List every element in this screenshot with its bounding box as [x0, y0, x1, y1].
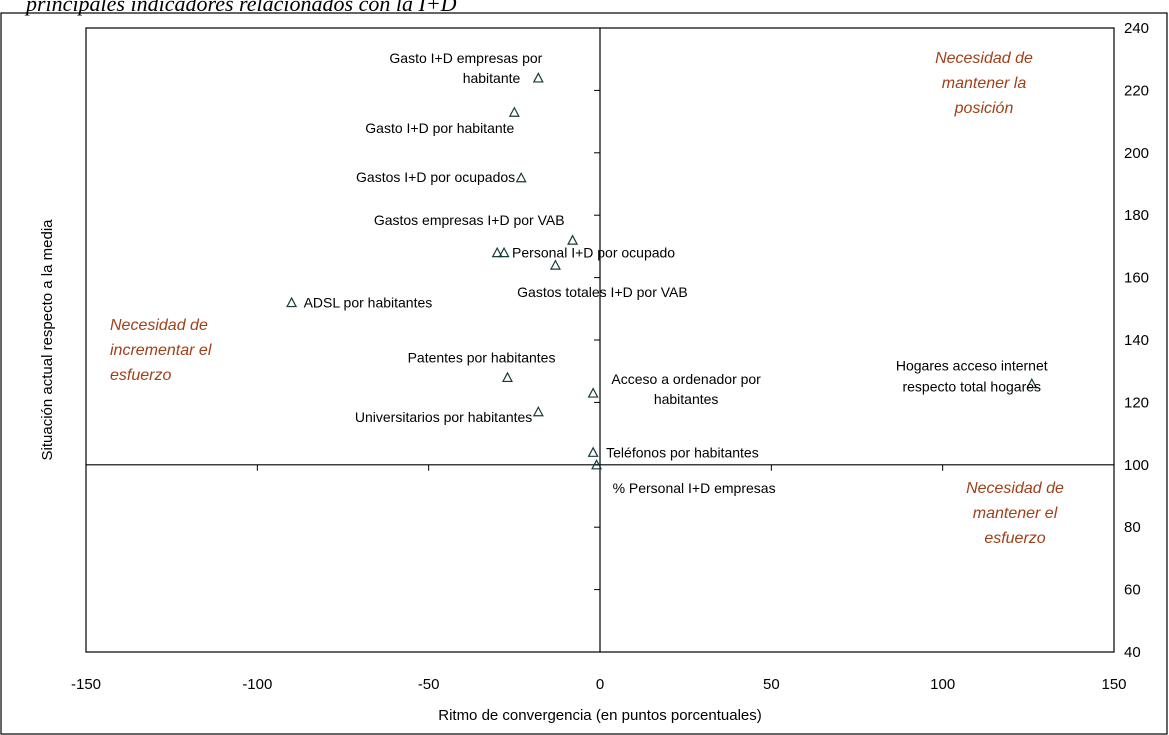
data-point-label-line: respecto total hogares	[902, 379, 1041, 395]
x-tick-label: 100	[930, 676, 955, 693]
quadrant-label: Necesidad de incrementar el esfuerzo	[110, 317, 212, 384]
y-tick-label: 120	[1124, 394, 1149, 411]
data-point-label-line: Patentes por habitantes	[408, 349, 556, 365]
quadrant-label-line: Necesidad de	[966, 480, 1064, 497]
quadrant-label-line: esfuerzo	[984, 530, 1045, 547]
x-tick-label: 50	[763, 676, 780, 693]
data-point-label: Gasto I+D empresas por habitante	[389, 50, 542, 86]
data-point-label-line: Personal I+D por ocupado	[512, 245, 675, 261]
data-point-label-line: Gastos I+D por ocupados	[356, 169, 515, 185]
quadrant-label-line: incrementar el	[110, 342, 212, 359]
x-tick-label: -100	[242, 676, 272, 693]
data-point-label-line: habitantes	[654, 391, 719, 407]
data-point-marker	[532, 72, 544, 83]
figure-title-fragment: principales indicadores relacionados con…	[26, 0, 457, 16]
data-point-label: Patentes por habitantes	[408, 349, 556, 365]
data-point-marker	[286, 296, 298, 308]
data-point-marker	[549, 259, 561, 270]
data-point-label-line: Gasto I+D empresas por	[389, 50, 542, 66]
data-point-label-line: Acceso a ordenador por	[611, 371, 761, 387]
y-axis-title: Situación actual respecto a la media	[39, 219, 56, 461]
data-point-label: Universitarios por habitantes	[355, 409, 532, 425]
data-point-label-line: habitante	[463, 70, 521, 86]
data-point-label: Gastos empresas I+D por VAB	[374, 212, 565, 228]
data-point-label: Teléfonos por habitantes	[606, 444, 759, 460]
data-point-marker	[491, 246, 503, 258]
quadrant-label-line: posición	[954, 100, 1014, 117]
x-tick-label: -150	[71, 676, 101, 693]
data-point-marker	[532, 405, 544, 417]
data-point-label: Gastos totales I+D por VAB	[517, 284, 688, 300]
data-point-marker	[567, 234, 579, 245]
data-point-label: % Personal I+D empresas	[613, 480, 776, 496]
y-tick-label: 180	[1124, 207, 1149, 224]
quadrant-label-line: Necesidad de	[110, 317, 208, 334]
data-point-label: Gasto I+D por habitante	[365, 120, 514, 136]
x-axis-title: Ritmo de convergencia (en puntos porcent…	[438, 707, 762, 724]
data-point-label-line: Teléfonos por habitantes	[606, 444, 759, 460]
axes-layer: -150 -100 -50 0 50 100 150 40 60 80 100 120 140 160 18…	[39, 20, 1149, 724]
data-points-layer	[286, 72, 1038, 470]
data-point-marker	[1026, 377, 1038, 389]
data-point-label: ADSL por habitantes	[304, 295, 433, 311]
y-tick-label: 60	[1124, 582, 1141, 599]
y-tick-label: 140	[1124, 332, 1149, 349]
data-point-label-line: ADSL por habitantes	[304, 295, 433, 311]
quadrant-label: Necesidad de mantener el esfuerzo	[966, 480, 1064, 547]
data-point-label-line: Hogares acceso internet	[896, 358, 1048, 374]
data-point-marker	[591, 459, 603, 470]
y-tick-label: 40	[1124, 644, 1141, 661]
quadrant-label-line: esfuerzo	[110, 367, 171, 384]
quadrant-label-line: mantener la	[942, 75, 1027, 92]
data-point-marker	[508, 106, 520, 117]
quadrant-label-line: Necesidad de	[935, 50, 1033, 67]
x-tick-label: -50	[418, 676, 440, 693]
data-point-label: Personal I+D por ocupado	[512, 245, 675, 261]
y-tick-label: 80	[1124, 519, 1141, 536]
quadrant-label: Necesidad de mantener la posición	[935, 50, 1033, 117]
chart-outer-border	[0, 12, 1168, 735]
data-point-label: Gastos I+D por ocupados	[356, 169, 515, 185]
y-tick-label: 160	[1124, 270, 1149, 287]
data-point-marker	[498, 246, 510, 258]
data-point-label-line: Gastos empresas I+D por VAB	[374, 212, 565, 228]
data-point-label-line: Gasto I+D por habitante	[365, 120, 514, 136]
quadrant-labels-layer: Necesidad de mantener la posiciónNecesidad…	[110, 50, 1064, 547]
data-point-marker	[587, 446, 599, 457]
y-tick-label: 240	[1124, 20, 1149, 37]
x-tick-label: 150	[1101, 676, 1126, 693]
y-tick-label: 100	[1124, 457, 1149, 474]
quadrant-label-line: mantener el	[973, 505, 1058, 522]
data-point-label-line: Gastos totales I+D por VAB	[517, 284, 688, 300]
data-point-marker	[501, 371, 513, 383]
data-point-marker	[587, 387, 599, 398]
data-point-label: Acceso a ordenador por habitantes	[611, 371, 761, 407]
y-tick-label: 200	[1124, 145, 1149, 162]
data-point-label-line: % Personal I+D empresas	[613, 480, 776, 496]
data-point-label-line: Universitarios por habitantes	[355, 409, 532, 425]
data-point-marker	[515, 171, 527, 183]
x-tick-label: 0	[596, 676, 604, 693]
y-tick-label: 220	[1124, 82, 1149, 99]
data-point-label: Hogares acceso internet respecto total ho…	[896, 358, 1048, 395]
